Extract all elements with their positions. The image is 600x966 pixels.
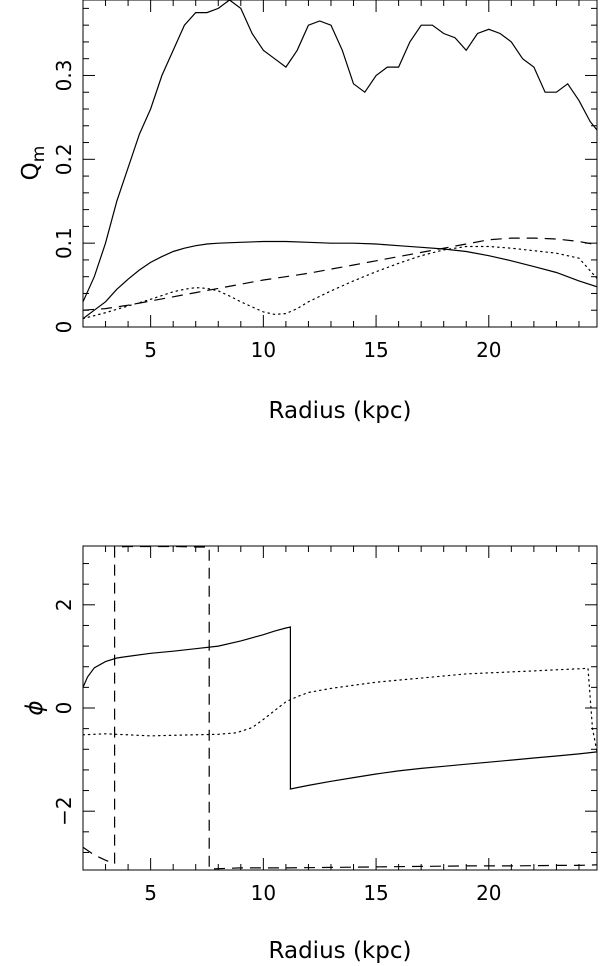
x-tick-label: 5 <box>144 338 157 362</box>
y-tick-label: 0.1 <box>52 227 76 259</box>
x-axis-title-bottom: Radius (kpc) <box>269 938 412 964</box>
x-tick-label: 5 <box>144 881 157 905</box>
x-tick-label: 20 <box>476 338 501 362</box>
series-group-top <box>83 0 597 320</box>
tick-labels-top: 5 10 15 20 0 0.1 0.2 0.3 <box>52 60 502 362</box>
panel-phi: 5 10 15 20 −2 0 2 Radius (kpc) ϕ <box>22 545 598 964</box>
panel-q-m: 5 10 15 20 0 0.1 0.2 0.3 Radius (kpc) Qm <box>18 0 598 424</box>
tick-marks-bottom <box>82 546 597 870</box>
series-line-top-3-dashed <box>83 237 597 311</box>
y-axis-title-sub: m <box>29 146 49 163</box>
series-line-top-2-solid <box>83 240 597 320</box>
series-line-top-1-solid <box>83 0 597 303</box>
y-tick-label: −2 <box>52 796 76 825</box>
x-tick-label: 15 <box>363 338 388 362</box>
x-tick-label: 20 <box>476 881 501 905</box>
plot-frame-bottom <box>82 545 598 871</box>
series-line-top-4-dotted <box>83 245 597 320</box>
plot-frame-top <box>82 0 598 328</box>
y-tick-label: 0 <box>52 702 76 715</box>
svg-text:Qm: Qm <box>18 146 49 181</box>
y-tick-label: 2 <box>52 598 76 611</box>
series-line-bottom-1-solid <box>83 626 597 790</box>
series-group-bottom <box>83 546 597 870</box>
y-axis-title-top: Qm <box>18 146 49 181</box>
x-axis-title-top: Radius (kpc) <box>269 398 412 424</box>
tick-marks-top <box>82 0 597 328</box>
tick-labels-bottom: 5 10 15 20 −2 0 2 <box>52 598 502 905</box>
x-tick-label: 10 <box>251 881 276 905</box>
x-tick-label: 10 <box>251 338 276 362</box>
series-line-bottom-2-dotted <box>83 667 597 753</box>
y-tick-label: 0.3 <box>52 60 76 92</box>
y-axis-title-bottom: ϕ <box>22 700 48 715</box>
series-line-bottom-3-dashed <box>83 546 597 870</box>
y-tick-label: 0 <box>52 321 76 334</box>
y-axis-title-main: Q <box>18 162 44 180</box>
y-tick-label: 0.2 <box>52 143 76 175</box>
x-tick-label: 15 <box>363 881 388 905</box>
